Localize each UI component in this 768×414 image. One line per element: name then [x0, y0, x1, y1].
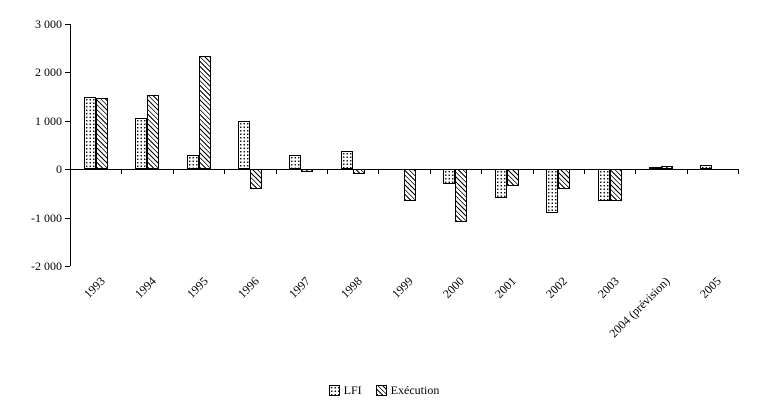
- x-tick: [583, 169, 585, 175]
- bar-lfi-2003: [597, 169, 610, 201]
- bar-lfi-1994: [135, 118, 148, 170]
- y-tick-label: 3 000: [35, 17, 62, 31]
- x-tick: [378, 169, 380, 175]
- y-tick-label: -2 000: [31, 259, 62, 273]
- x-tick: [481, 169, 483, 175]
- x-tick: [121, 169, 123, 175]
- x-tick: [635, 169, 637, 175]
- y-tick: [65, 72, 70, 74]
- y-tick: [65, 24, 70, 25]
- x-tick: [224, 169, 226, 175]
- y-tick-label: -1 000: [31, 210, 62, 225]
- bar-exécution-1998: [352, 169, 365, 174]
- bar-lfi-2000: [443, 169, 456, 184]
- x-tick: [686, 169, 688, 175]
- bar-lfi-1996: [237, 120, 250, 170]
- x-tick: [70, 169, 71, 175]
- bar-lfi-2001: [494, 169, 507, 199]
- y-tick: [65, 120, 70, 122]
- bar-exécution-1993: [95, 97, 108, 170]
- y-tick: [65, 217, 70, 219]
- legend-item-lfi: LFI: [328, 382, 362, 398]
- bar-exécution-2001: [506, 169, 519, 187]
- y-axis-line: [70, 24, 71, 266]
- bar-exécution-1995: [198, 55, 211, 170]
- bar-lfi-1993: [83, 96, 96, 170]
- x-tick: [738, 169, 739, 175]
- y-tick: [65, 266, 70, 267]
- x-tick: [532, 169, 534, 175]
- bar-exécution-2002: [558, 169, 571, 190]
- y-tick-label: 1 000: [35, 113, 62, 128]
- bar-exécution-2003: [609, 169, 622, 201]
- x-tick: [172, 169, 174, 175]
- x-axis-label: 1997: [286, 274, 314, 301]
- y-tick: [65, 169, 70, 171]
- bar-exécution-1994: [147, 95, 160, 170]
- x-axis-label: 2001: [491, 274, 519, 301]
- bar-lfi-1997: [289, 154, 302, 170]
- x-axis-label: 1998: [337, 274, 365, 301]
- x-tick: [429, 169, 431, 175]
- bar-lfi-2002: [546, 169, 559, 213]
- execution-swatch-icon: [375, 384, 387, 396]
- bar-exécution-1996: [249, 169, 262, 189]
- x-tick: [275, 169, 277, 175]
- x-axis-label: 2003: [594, 274, 622, 301]
- x-axis-label: 1993: [80, 274, 108, 301]
- x-axis-label: 2002: [543, 274, 571, 301]
- bar-exécution-1999: [404, 169, 416, 201]
- x-axis-label: 1994: [132, 274, 160, 301]
- x-axis-label: 1999: [389, 274, 416, 301]
- lfi-swatch-icon: [328, 384, 340, 396]
- y-tick-label: 2 000: [35, 65, 62, 80]
- bar-lfi-1995: [186, 154, 199, 170]
- legend-label-execution: Exécution: [390, 382, 440, 397]
- bar-exécution-2004 (prévision): [660, 166, 673, 170]
- x-tick: [326, 169, 328, 175]
- legend: LFI Exécution: [0, 380, 768, 400]
- bar-lfi-2004 (prévision): [648, 167, 661, 170]
- y-tick-label: 0: [56, 162, 62, 177]
- x-axis-label: 2000: [440, 274, 468, 301]
- bar-lfi-2005: [700, 165, 713, 170]
- x-axis-label: 1995: [183, 274, 211, 301]
- legend-label-lfi: LFI: [343, 382, 362, 397]
- legend-item-execution: Exécution: [375, 382, 440, 398]
- bar-exécution-2000: [455, 169, 468, 223]
- x-axis-label: 1996: [234, 274, 262, 301]
- bar-exécution-1997: [301, 169, 314, 172]
- bar-lfi-1998: [340, 150, 353, 170]
- x-axis-label: 2005: [697, 274, 725, 301]
